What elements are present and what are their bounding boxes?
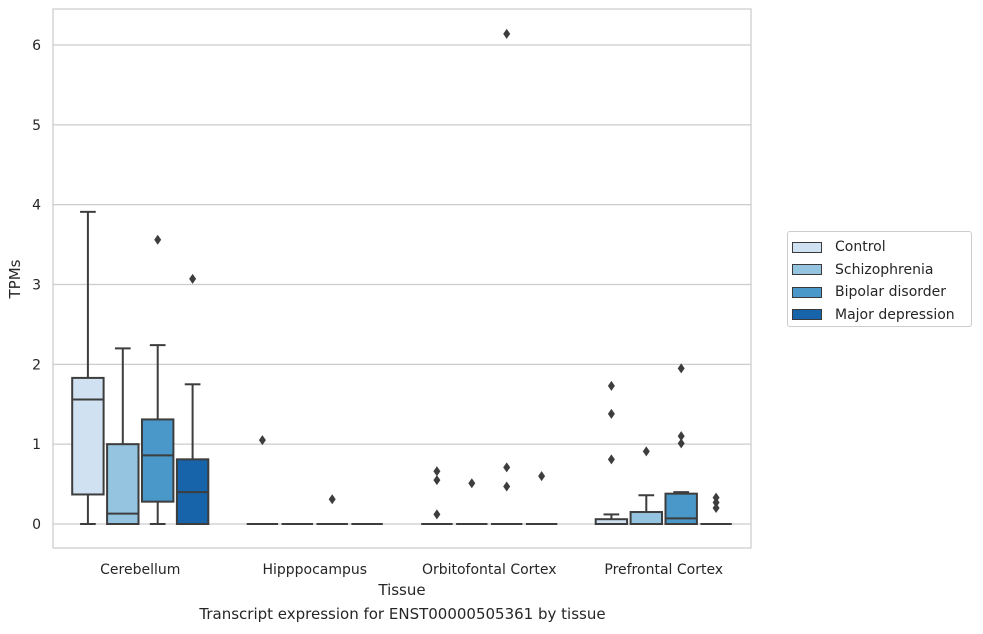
legend-label: Bipolar disorder [835,284,947,301]
legend-swatch [792,286,822,298]
outlier-point [677,438,685,449]
box-1-2 [316,494,348,525]
outlier-point [677,363,685,374]
box-2-1 [456,478,488,525]
box-3-2 [664,363,698,525]
outlier-point [712,503,720,514]
box-marks [71,28,732,526]
box-3-3 [700,492,732,525]
legend-item: Control [792,236,971,259]
y-tick-label: 5 [32,118,41,134]
outlier-point [468,478,476,489]
box-2-3 [525,471,558,525]
outlier-point [433,509,441,520]
outlier-point [503,28,511,39]
outlier-point [503,462,511,473]
y-tick-label: 0 [32,517,41,533]
y-tick-labels: 0 1 2 3 4 5 6 [32,38,41,533]
box-body [71,376,105,496]
box-body [629,511,664,526]
outlier-point [538,471,546,482]
box-body [106,443,140,525]
y-tick-label: 1 [32,437,41,453]
legend-label: Control [835,239,886,256]
outlier-point [677,431,685,442]
y-tick-label: 3 [32,278,41,294]
legend-swatch [792,309,822,321]
y-tick-label: 2 [32,357,41,373]
box-0-3 [175,273,210,525]
x-tick-label: Hipppocampus [262,562,367,578]
y-tick-label: 4 [32,198,41,214]
box-0-0 [71,210,105,525]
box-0-2 [140,234,175,525]
x-tick-label: Cerebellum [100,562,180,578]
outlier-point [328,494,336,505]
outlier-point [258,435,266,446]
box-2-0 [421,466,453,525]
legend-label: Major depression [835,306,955,323]
legend-item: Bipolar disorder [792,281,971,304]
outlier-point [607,408,615,419]
box-2-2 [490,28,523,525]
box-3-0 [594,380,629,526]
legend-swatch [792,241,822,253]
box-1-0 [246,435,279,525]
outlier-point [154,234,162,245]
outlier-point [607,454,615,465]
outlier-point [189,273,197,284]
x-tick-labels: Cerebellum Hipppocampus Orbitofontal Corte… [100,562,723,578]
outlier-point [433,466,441,477]
x-axis-label: Tissue [377,581,425,599]
box-0-1 [106,347,140,525]
legend-label: Schizophrenia [835,261,934,278]
plot-frame [52,8,752,549]
legend-item: Schizophrenia [792,259,971,282]
outlier-point [607,380,615,391]
y-tick-label: 6 [32,38,41,54]
outlier-point [712,492,720,503]
box-3-1 [629,446,664,526]
outlier-point [503,481,511,492]
x-tick-label: Prefrontal Cortex [604,562,723,578]
chart-caption: Transcript expression for ENST0000050536… [199,605,606,623]
legend-item: Major depression [792,304,971,327]
outlier-point [642,446,650,457]
legend: Control Schizophrenia Bipolar disorder Majo… [787,231,972,327]
outlier-point [433,475,441,486]
box-body [664,492,698,525]
legend-swatch [792,264,822,276]
y-axis-label: TPMs [6,259,24,299]
box-body [140,418,175,503]
x-tick-label: Orbitofontal Cortex [422,562,557,578]
